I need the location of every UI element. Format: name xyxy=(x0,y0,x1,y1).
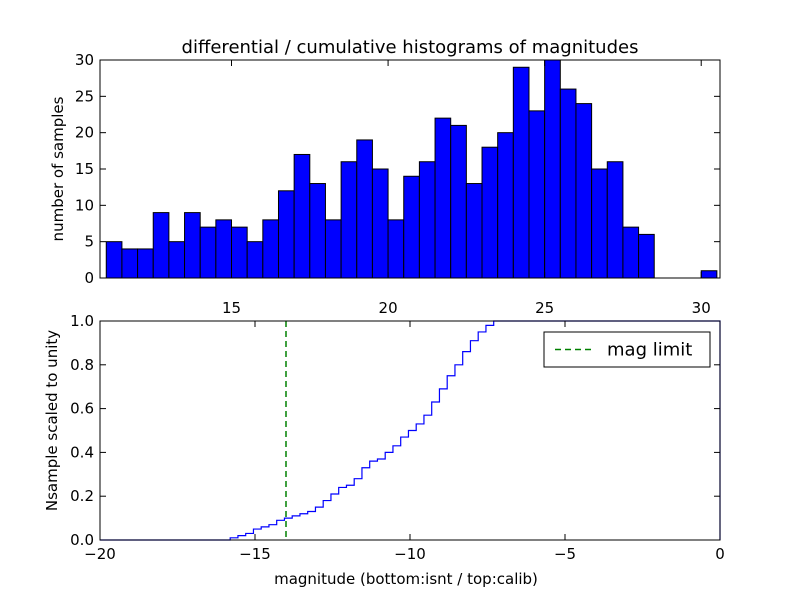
histogram-bar xyxy=(497,132,514,279)
cumulative-frame xyxy=(99,320,721,541)
cumulative-x-tick-label: −20 xyxy=(84,545,116,563)
cumulative-ticks: −20 −15 −10 −5 0 0.0 0.2 0.4 0.6 0.8 1.0 xyxy=(70,312,725,563)
histogram-y-tick-label: 30 xyxy=(75,51,94,69)
histogram-y-tick-label: 5 xyxy=(84,233,94,251)
cumulative-y-tick-label: 0.0 xyxy=(70,531,94,549)
histogram-bar xyxy=(356,139,373,279)
histogram-bar xyxy=(528,110,546,279)
histogram-bar xyxy=(324,219,342,279)
histogram-bar xyxy=(622,226,640,279)
histogram-bar xyxy=(262,219,279,279)
histogram-bar xyxy=(481,146,499,279)
histogram-bar xyxy=(606,161,624,279)
histogram-bar xyxy=(168,241,186,279)
cumulative-y-tick-label: 0.6 xyxy=(70,400,94,418)
legend-label-mag-limit: mag limit xyxy=(607,340,692,361)
histogram-axes: 15 20 25 30 0 5 10 15 20 25 30 number of samples xyxy=(49,51,721,317)
histogram-bar xyxy=(246,241,264,279)
cumulative-axes: −20 −15 −10 −5 0 0.0 0.2 0.4 0.6 0.8 1.0 Nsample s… xyxy=(43,312,725,588)
histogram-x-tick-label: 15 xyxy=(222,299,241,317)
histogram-bar xyxy=(638,233,655,279)
cumulative-x-tick-label: −15 xyxy=(239,545,271,563)
histogram-y-tick-label: 0 xyxy=(84,269,94,287)
histogram-bar xyxy=(340,161,358,279)
histogram-y-tick-label: 10 xyxy=(75,196,94,214)
histogram-bar xyxy=(575,103,593,279)
histogram-bar xyxy=(105,241,123,279)
histogram-bar xyxy=(450,124,467,279)
histogram-bar xyxy=(231,226,248,279)
histogram-frame xyxy=(99,59,721,279)
histogram-bar xyxy=(277,190,295,279)
cumulative-x-axis-label: magnitude (bottom:isnt / top:calib) xyxy=(274,570,538,588)
histogram-y-tick-label: 25 xyxy=(75,87,94,105)
histogram-bar xyxy=(309,183,326,279)
histogram-y-tick-label: 15 xyxy=(75,160,94,178)
histogram-bar xyxy=(465,183,483,279)
histogram-bar xyxy=(700,270,718,279)
histogram-bar xyxy=(371,168,389,279)
histogram-bar xyxy=(403,175,420,279)
histogram-x-tick-label: 25 xyxy=(535,299,554,317)
histogram-bar xyxy=(434,117,452,279)
cumulative-x-tick-label: −10 xyxy=(394,545,426,563)
cumulative-y-tick-label: 0.2 xyxy=(70,487,94,505)
histogram-bar xyxy=(293,153,311,279)
cumulative-y-tick-label: 0.4 xyxy=(70,443,94,461)
histogram-bar xyxy=(591,168,608,279)
histogram-bar xyxy=(152,212,170,279)
cumulative-y-tick-label: 1.0 xyxy=(70,312,94,330)
histogram-bar xyxy=(512,66,530,279)
histogram-bar xyxy=(121,248,139,279)
legend: mag limit xyxy=(543,331,711,368)
cumulative-x-tick-label: 0 xyxy=(715,545,725,563)
cumulative-step-line xyxy=(100,320,721,541)
histogram-bar xyxy=(184,212,201,279)
cumulative-x-tick-label: −5 xyxy=(554,545,576,563)
chart-title: differential / cumulative histograms of … xyxy=(182,37,639,58)
cumulative-y-tick-label: 0.8 xyxy=(70,356,94,374)
histogram-bar xyxy=(137,248,154,279)
histogram-bar xyxy=(199,226,217,279)
histogram-bar xyxy=(559,88,577,279)
histogram-ticks: 15 20 25 30 0 5 10 15 20 25 30 xyxy=(75,51,720,317)
histogram-y-tick-label: 20 xyxy=(75,124,94,142)
histogram-bar xyxy=(215,219,233,279)
cumulative-y-axis-label: Nsample scaled to unity xyxy=(43,330,61,511)
histogram-bar xyxy=(418,161,436,279)
histogram-bars xyxy=(105,59,718,279)
histogram-y-axis-label: number of samples xyxy=(49,96,67,241)
histogram-bar xyxy=(544,59,561,279)
histogram-bar xyxy=(387,219,405,279)
legend-box xyxy=(543,331,711,368)
histogram-x-tick-label: 20 xyxy=(379,299,398,317)
histogram-x-tick-label: 30 xyxy=(692,299,711,317)
